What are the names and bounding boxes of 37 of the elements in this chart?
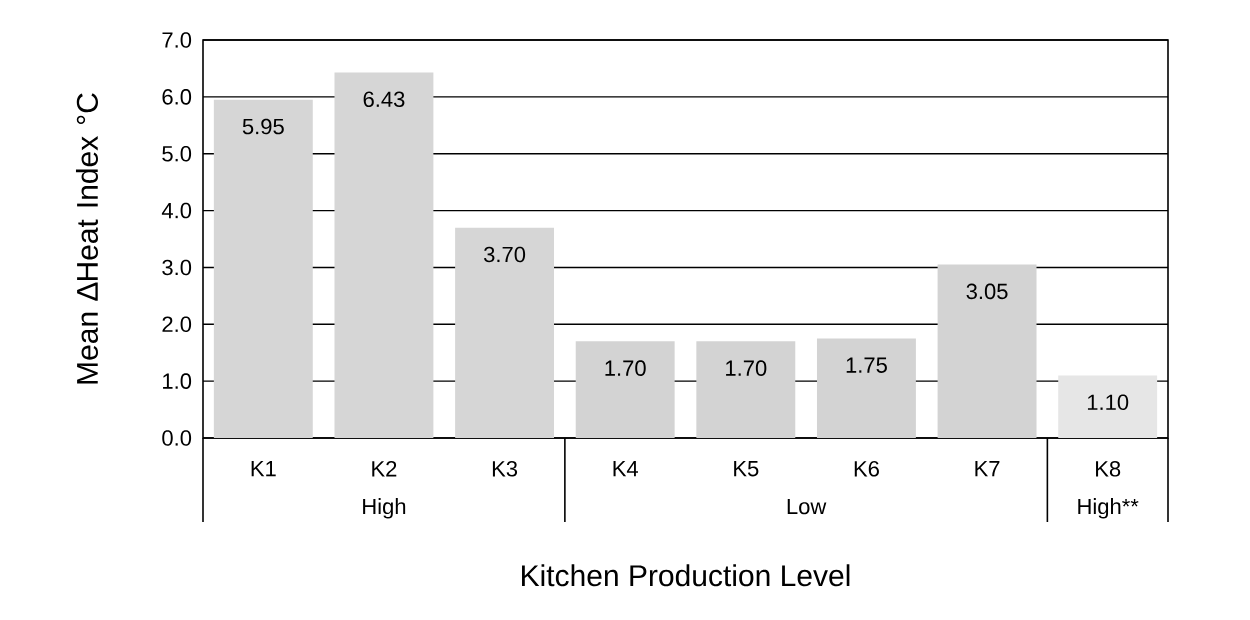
x-axis-title: Kitchen Production Level bbox=[522, 564, 850, 587]
y-tick-label: 1.0 bbox=[163, 373, 192, 389]
x-tick-label: K8 bbox=[1096, 461, 1121, 477]
y-axis-title: Mean ∆Heat Index °C bbox=[75, 93, 98, 384]
x-tick-label: K4 bbox=[613, 461, 638, 477]
x-tick-label: K3 bbox=[492, 461, 518, 477]
data-label: 3.05 bbox=[966, 283, 1008, 300]
data-label: 1.75 bbox=[846, 357, 887, 373]
y-tick-label: 5.0 bbox=[162, 145, 192, 162]
y-tick-label: 7.0 bbox=[162, 32, 192, 48]
data-label: 1.70 bbox=[726, 360, 767, 376]
data-label: 5.95 bbox=[242, 118, 284, 135]
bar bbox=[213, 99, 313, 438]
data-label: 3.70 bbox=[484, 246, 526, 263]
bar bbox=[455, 227, 555, 438]
bar bbox=[696, 341, 796, 438]
x-tick-label: K1 bbox=[251, 461, 276, 477]
text: High** bbox=[1078, 498, 1139, 519]
bar bbox=[937, 264, 1037, 438]
data-label: 1.10 bbox=[1087, 394, 1129, 411]
data-label: 6.43 bbox=[363, 91, 405, 108]
x-tick-label: K6 bbox=[854, 461, 879, 477]
bar bbox=[816, 338, 916, 438]
x-tick-label: K5 bbox=[734, 461, 759, 477]
y-tick-label: 4.0 bbox=[161, 202, 192, 219]
y-tick-label: 3.0 bbox=[162, 259, 192, 276]
bar bbox=[334, 72, 434, 438]
bar bbox=[1058, 375, 1158, 438]
x-tick-label: K2 bbox=[372, 461, 397, 477]
data-label: 1.70 bbox=[605, 360, 646, 376]
x-tick-label: K7 bbox=[975, 461, 1000, 477]
text: High bbox=[363, 498, 406, 519]
bar bbox=[575, 341, 675, 438]
text: Low bbox=[787, 498, 827, 515]
y-tick-label: 2.0 bbox=[162, 316, 192, 333]
y-tick-label: 0.0 bbox=[162, 430, 192, 446]
y-tick-label: 6.0 bbox=[162, 89, 192, 105]
